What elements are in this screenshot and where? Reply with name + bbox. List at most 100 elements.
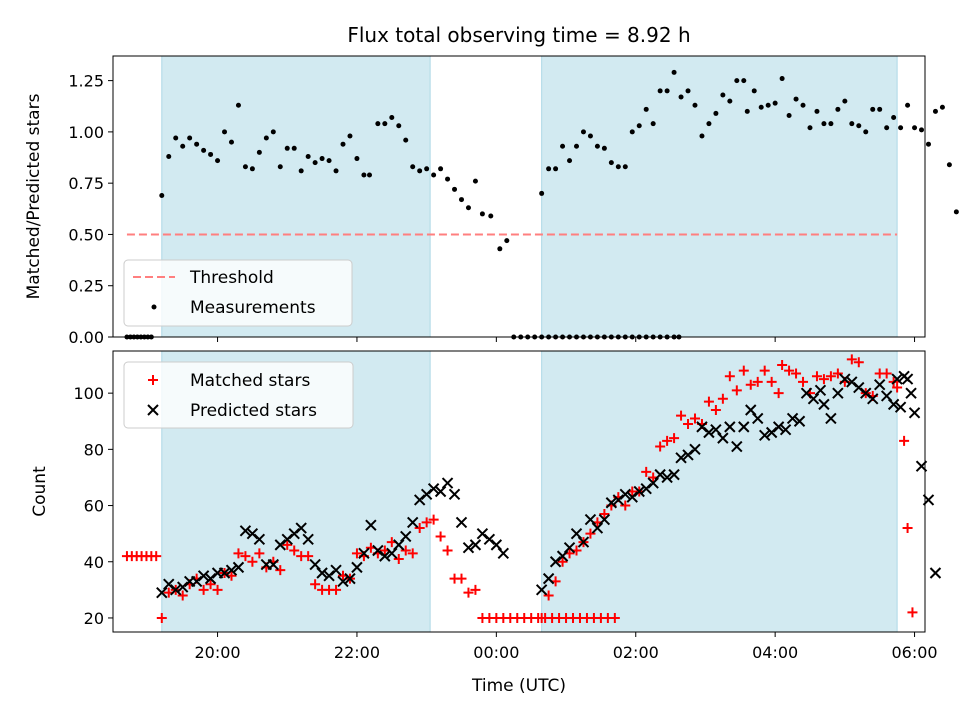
measurement-point: [574, 143, 580, 149]
measurement-point: [567, 158, 573, 164]
matched-star-point: [724, 371, 735, 382]
measurement-point: [912, 125, 918, 131]
measurement-point: [173, 135, 179, 141]
matched-star-point: [745, 379, 756, 390]
measurement-point: [685, 88, 691, 94]
x-tick-label: 04:00: [752, 643, 798, 662]
predicted-star-point: [880, 390, 893, 402]
measurement-point: [208, 151, 214, 157]
measurement-point: [580, 129, 586, 135]
y-tick-label: 20: [84, 609, 104, 628]
legend-measurement-swatch: [151, 304, 157, 310]
x-tick-label: 06:00: [891, 643, 937, 662]
legend-box: [123, 361, 354, 429]
measurement-point: [925, 141, 931, 147]
matched-star-point: [177, 590, 188, 601]
legend-matched-swatch: [148, 375, 158, 385]
predicted-star-point: [448, 488, 461, 501]
matched-star-point: [655, 441, 666, 452]
measurement-point: [472, 178, 478, 184]
measurement-point: [312, 160, 318, 166]
matched-star-point: [156, 612, 167, 623]
measurement-point: [546, 166, 552, 172]
predicted-star-point: [218, 567, 231, 579]
measurement-point: [615, 164, 621, 170]
measurement-point: [361, 172, 367, 178]
predicted-star-point: [232, 561, 245, 574]
predicted-star-point: [330, 564, 342, 576]
predicted-star-point: [309, 558, 321, 571]
measurement-point: [222, 129, 228, 135]
matched-star-point: [205, 579, 216, 590]
matched-star-point: [738, 365, 749, 376]
legend-matched-label: Matched stars: [190, 371, 310, 391]
plot-frame: [112, 350, 926, 633]
predicted-star-point: [731, 440, 743, 453]
matched-star-point: [435, 531, 446, 542]
predicted-star-point: [867, 393, 879, 405]
measurement-point: [734, 78, 740, 84]
matched-star-point: [393, 553, 404, 564]
measurement-point: [779, 76, 785, 82]
measurement-point: [465, 205, 471, 211]
matched-star-point: [798, 376, 809, 387]
predicted-star-point: [295, 522, 307, 534]
matched-star-point: [703, 396, 714, 407]
predicted-star-point: [758, 429, 771, 442]
matched-star-point: [669, 433, 680, 444]
y-axis-label: Matched/Predicted stars: [24, 93, 44, 299]
measurement-point: [953, 209, 959, 215]
matched-star-point: [846, 354, 857, 365]
matched-star-point: [752, 376, 763, 387]
measurement-point: [636, 123, 642, 129]
measurement-point: [249, 166, 255, 172]
predicted-star-point: [197, 570, 210, 582]
predicted-star-point: [710, 423, 722, 436]
predicted-star-point: [752, 412, 764, 425]
predicted-star-point: [434, 485, 447, 498]
predicted-star-point: [407, 516, 419, 529]
predicted-star-point: [462, 541, 475, 554]
measurement-point: [856, 123, 862, 129]
predicted-star-point: [469, 539, 482, 551]
predicted-star-point: [814, 384, 827, 397]
x-tick-label: 22:00: [334, 643, 380, 662]
measurement-point: [720, 92, 726, 98]
measurement-point: [458, 197, 464, 203]
predicted-star-point: [908, 407, 921, 419]
measurement-point: [431, 172, 437, 178]
matched-star-point: [609, 612, 620, 623]
matched-star-point: [662, 435, 673, 446]
legend: Threshold Measurements: [123, 259, 353, 327]
measurement-point: [898, 125, 904, 131]
observing-window: [541, 55, 898, 338]
measurement-point: [504, 238, 510, 244]
measurement-point: [284, 145, 290, 151]
measurement-point: [807, 125, 813, 131]
predicted-star-point: [675, 452, 687, 464]
y-tick-label: 1.25: [68, 72, 104, 91]
predicted-star-point: [901, 373, 914, 385]
measurement-point: [622, 164, 628, 170]
measurement-point: [786, 112, 792, 118]
chart-title: Flux total observing time = 8.92 h: [347, 23, 690, 47]
legend-measurement-label: Measurements: [190, 298, 316, 318]
matched-star-point: [331, 584, 342, 595]
predicted-star-point: [570, 527, 583, 540]
predicted-star-point: [316, 567, 328, 579]
measurement-point: [758, 104, 764, 110]
measurement-point: [539, 190, 545, 196]
y-tick-label: 80: [84, 440, 104, 459]
predicted-star-point: [386, 547, 398, 560]
predicted-star-point: [894, 401, 907, 413]
matched-star-point: [731, 385, 742, 396]
matched-star-point: [470, 584, 481, 595]
measurement-point: [319, 156, 325, 162]
matched-star-point: [543, 590, 554, 601]
measurement-point: [905, 102, 911, 108]
measurement-point: [305, 154, 311, 160]
matched-star-point: [710, 405, 721, 416]
measurement-point: [417, 168, 423, 174]
y-tick-label: 0.50: [68, 225, 104, 244]
